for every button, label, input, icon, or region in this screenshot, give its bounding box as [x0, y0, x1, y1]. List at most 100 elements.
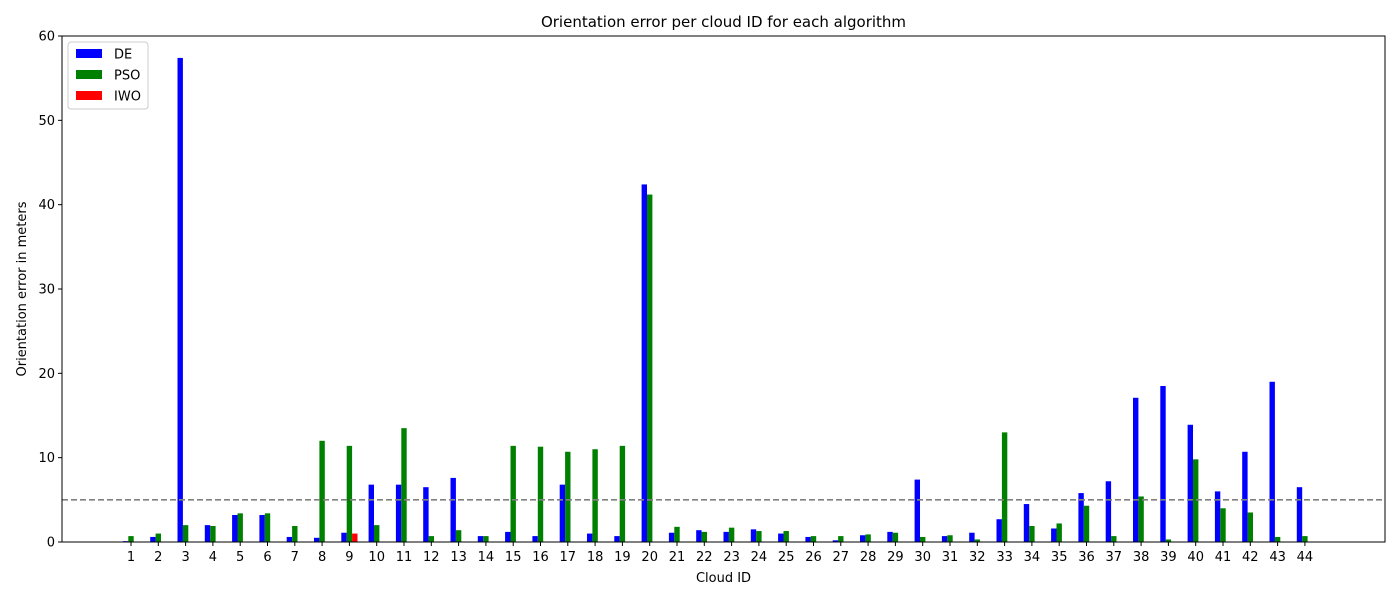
plot-area-frame [61, 35, 1386, 543]
bar-pso-11 [401, 428, 407, 542]
x-tick-label: 25 [778, 550, 795, 565]
bar-de-25 [778, 533, 784, 542]
x-tick-label: 3 [181, 550, 189, 565]
bar-pso-33 [1001, 432, 1008, 542]
bar-pso-6 [264, 513, 271, 542]
bar-pso-36 [1083, 505, 1090, 542]
bar-de-23 [723, 531, 729, 542]
bar-de-17 [559, 484, 566, 542]
bar-de-36 [1078, 493, 1084, 542]
bar-de-24 [750, 529, 757, 542]
y-tick-label: 40 [38, 198, 55, 213]
legend: DE PSO IWO [67, 41, 149, 110]
legend-swatch-pso [76, 70, 102, 79]
bar-pso-16 [537, 446, 544, 542]
bar-de-31 [941, 536, 948, 542]
bar-de-4 [204, 525, 211, 542]
bar-pso-8 [319, 440, 325, 542]
bar-de-10 [368, 484, 374, 542]
bar-de-14 [477, 536, 484, 542]
bar-pso-17 [565, 451, 571, 542]
x-tick-label: 37 [1106, 550, 1123, 565]
x-tick-label: 10 [368, 550, 385, 565]
bar-de-43 [1269, 381, 1275, 542]
x-tick-label: 19 [614, 550, 631, 565]
x-tick-label: 15 [505, 550, 522, 565]
bar-pso-2 [155, 533, 161, 542]
bar-pso-4 [210, 525, 216, 542]
bar-de-37 [1105, 481, 1112, 542]
x-tick-label: 32 [969, 550, 986, 565]
bar-de-21 [668, 532, 675, 542]
legend-label-pso: PSO [114, 69, 140, 84]
bar-de-44 [1296, 487, 1303, 542]
bar-de-5 [232, 515, 238, 542]
bar-de-6 [259, 515, 265, 542]
bar-pso-12 [428, 536, 434, 542]
y-tick-label: 50 [38, 114, 55, 129]
bar-pso-30 [920, 536, 926, 542]
bar-de-40 [1187, 424, 1193, 542]
bar-de-22 [696, 530, 702, 542]
bar-series-group [122, 57, 1308, 542]
bar-de-42 [1242, 451, 1248, 542]
y-tick-label: 20 [38, 367, 55, 382]
x-tick-label: 2 [154, 550, 162, 565]
bar-de-15 [505, 531, 511, 542]
bar-de-39 [1160, 385, 1166, 542]
bar-pso-20 [647, 194, 653, 542]
bar-de-11 [395, 484, 402, 542]
x-tick-label: 41 [1215, 550, 1232, 565]
bar-pso-15 [510, 445, 516, 542]
bar-pso-28 [865, 534, 871, 542]
x-tick-label: 1 [127, 550, 135, 565]
bar-pso-35 [1056, 523, 1062, 542]
x-tick-label: 22 [696, 550, 713, 565]
x-tick-label: 36 [1078, 550, 1095, 565]
x-axis-ticks: 1 2 3 4 5 6 7 8 9 10 11 12 13 14 15 16 17 18 19 20 21 22 23 24 2… [127, 542, 1313, 565]
bar-pso-34 [1029, 525, 1035, 542]
bar-de-41 [1214, 491, 1221, 542]
bar-pso-24 [756, 531, 762, 542]
bar-de-29 [887, 531, 893, 542]
y-tick-label: 30 [38, 283, 55, 298]
x-tick-label: 28 [860, 550, 877, 565]
x-tick-label: 35 [1051, 550, 1068, 565]
bar-pso-13 [455, 530, 462, 542]
bar-pso-27 [838, 536, 844, 542]
x-tick-label: 18 [587, 550, 604, 565]
x-tick-label: 12 [423, 550, 440, 565]
x-tick-label: 7 [291, 550, 299, 565]
x-tick-label: 38 [1133, 550, 1150, 565]
y-tick-label: 10 [38, 451, 55, 466]
x-tick-label: 5 [236, 550, 244, 565]
bar-pso-22 [701, 531, 707, 542]
bar-de-8 [314, 537, 320, 542]
x-tick-label: 11 [396, 550, 413, 565]
x-tick-label: 34 [1024, 550, 1041, 565]
bar-pso-31 [947, 535, 953, 542]
bar-de-2 [150, 536, 156, 542]
bar-pso-40 [1193, 459, 1199, 542]
bar-pso-38 [1138, 496, 1144, 542]
bar-pso-1 [128, 536, 134, 542]
x-tick-label: 4 [209, 550, 217, 565]
bar-pso-29 [892, 532, 899, 542]
x-tick-label: 44 [1297, 550, 1314, 565]
bar-pso-39 [1165, 539, 1172, 542]
bar-de-38 [1133, 397, 1139, 542]
bar-de-7 [286, 536, 293, 542]
x-tick-label: 8 [318, 550, 326, 565]
x-tick-label: 30 [914, 550, 931, 565]
bar-pso-26 [810, 536, 817, 542]
bar-pso-41 [1220, 508, 1226, 542]
bar-de-20 [641, 184, 647, 542]
bar-pso-23 [728, 527, 735, 542]
bar-de-28 [860, 535, 866, 542]
legend-swatch-iwo [76, 91, 102, 100]
bar-iwo-9 [352, 533, 358, 542]
bar-de-19 [614, 536, 620, 542]
bar-pso-43 [1274, 536, 1281, 542]
bar-de-34 [1023, 504, 1030, 542]
